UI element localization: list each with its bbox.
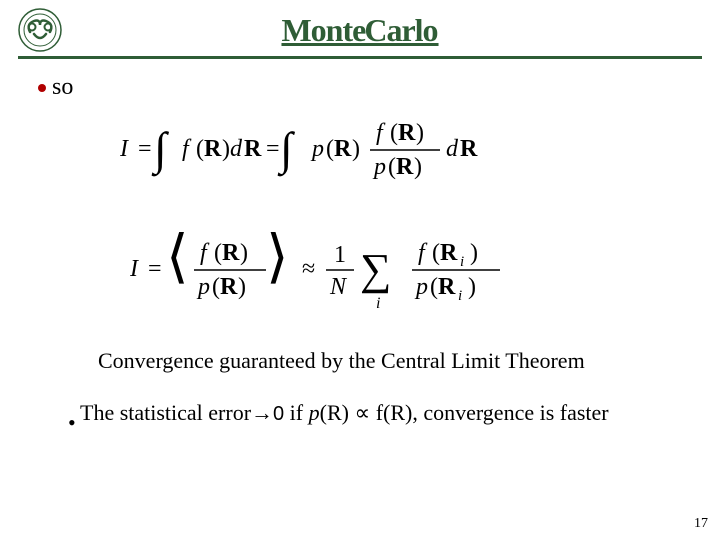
svg-text:=: = (148, 256, 162, 282)
svg-text:R: R (438, 274, 456, 300)
stat-arrow: → (251, 400, 273, 425)
equation-2: I = ⟨ f ( R ) p ( R ) ⟩ ≈ 1 N ∑ i f (0, 220, 720, 325)
svg-text:): ) (470, 240, 478, 266)
svg-text:): ) (414, 154, 422, 180)
stat-error-text: The statistical error→0 if p(R) ∝ f(R), … (80, 400, 609, 426)
svg-text:(: ( (388, 154, 396, 180)
svg-text:p: p (310, 136, 324, 162)
svg-text:p: p (372, 154, 386, 180)
svg-text:): ) (416, 120, 424, 146)
stat-if: if (284, 400, 308, 425)
svg-text:∫: ∫ (277, 123, 295, 177)
svg-text:R: R (398, 120, 416, 146)
svg-text:d: d (230, 136, 243, 162)
stat-prefix: The statistical error (80, 400, 251, 425)
svg-text:(: ( (214, 240, 222, 266)
svg-text:i: i (460, 254, 464, 270)
page-title: Monte Carlo (0, 12, 720, 49)
stat-R1: R (327, 400, 342, 425)
svg-text:R: R (220, 274, 238, 300)
svg-text:): ) (238, 274, 246, 300)
svg-text:(: ( (390, 120, 398, 146)
svg-text:i: i (458, 288, 462, 304)
svg-text:f: f (200, 240, 210, 266)
svg-text:≈: ≈ (302, 256, 315, 282)
bullet-so-text: so (52, 74, 73, 101)
svg-text:R: R (440, 240, 458, 266)
svg-text:f: f (418, 240, 428, 266)
svg-text:p: p (414, 274, 428, 300)
stat-zero: 0 (273, 403, 284, 425)
svg-text:∑: ∑ (360, 245, 391, 294)
svg-text:I: I (120, 136, 129, 162)
svg-text:1: 1 (334, 242, 346, 268)
bullet-icon (38, 84, 46, 92)
svg-text:(: ( (196, 136, 204, 162)
svg-text:d: d (446, 136, 459, 162)
svg-text:f: f (182, 136, 192, 162)
svg-text:): ) (222, 136, 230, 162)
stat-fR: f(R), convergence is faster (376, 400, 609, 425)
stat-paren2: ) (342, 400, 349, 425)
stat-paren1: ( (320, 400, 327, 425)
equation-1: I = ∫ f ( R ) d R = ∫ p ( R ) f ( R ) p … (0, 110, 720, 195)
svg-text:(: ( (432, 240, 440, 266)
stat-p: p (309, 400, 320, 425)
svg-text:=: = (138, 136, 152, 162)
svg-text:p: p (196, 274, 210, 300)
svg-text:R: R (222, 240, 240, 266)
convergence-text: Convergence guaranteed by the Central Li… (98, 348, 585, 374)
svg-text:R: R (244, 136, 262, 162)
svg-text:): ) (468, 274, 476, 300)
svg-text:(: ( (430, 274, 438, 300)
svg-text:⟩: ⟩ (266, 224, 289, 289)
svg-text:R: R (334, 136, 352, 162)
svg-text:R: R (460, 136, 478, 162)
svg-text:i: i (376, 295, 380, 312)
svg-text:∫: ∫ (151, 123, 169, 177)
page-number: 17 (694, 516, 708, 532)
svg-text:): ) (352, 136, 360, 162)
title-underline (18, 56, 702, 59)
svg-text:I: I (130, 256, 139, 282)
svg-text:R: R (396, 154, 414, 180)
stat-prop: ∝ (349, 400, 376, 425)
svg-text:(: ( (212, 274, 220, 300)
svg-text:⟨: ⟨ (166, 224, 189, 289)
svg-text:=: = (266, 136, 280, 162)
svg-text:f: f (376, 120, 386, 146)
svg-text:N: N (329, 274, 348, 300)
stat-error-bullet-icon: • (68, 410, 76, 436)
svg-text:): ) (240, 240, 248, 266)
svg-text:(: ( (326, 136, 334, 162)
svg-text:R: R (204, 136, 222, 162)
